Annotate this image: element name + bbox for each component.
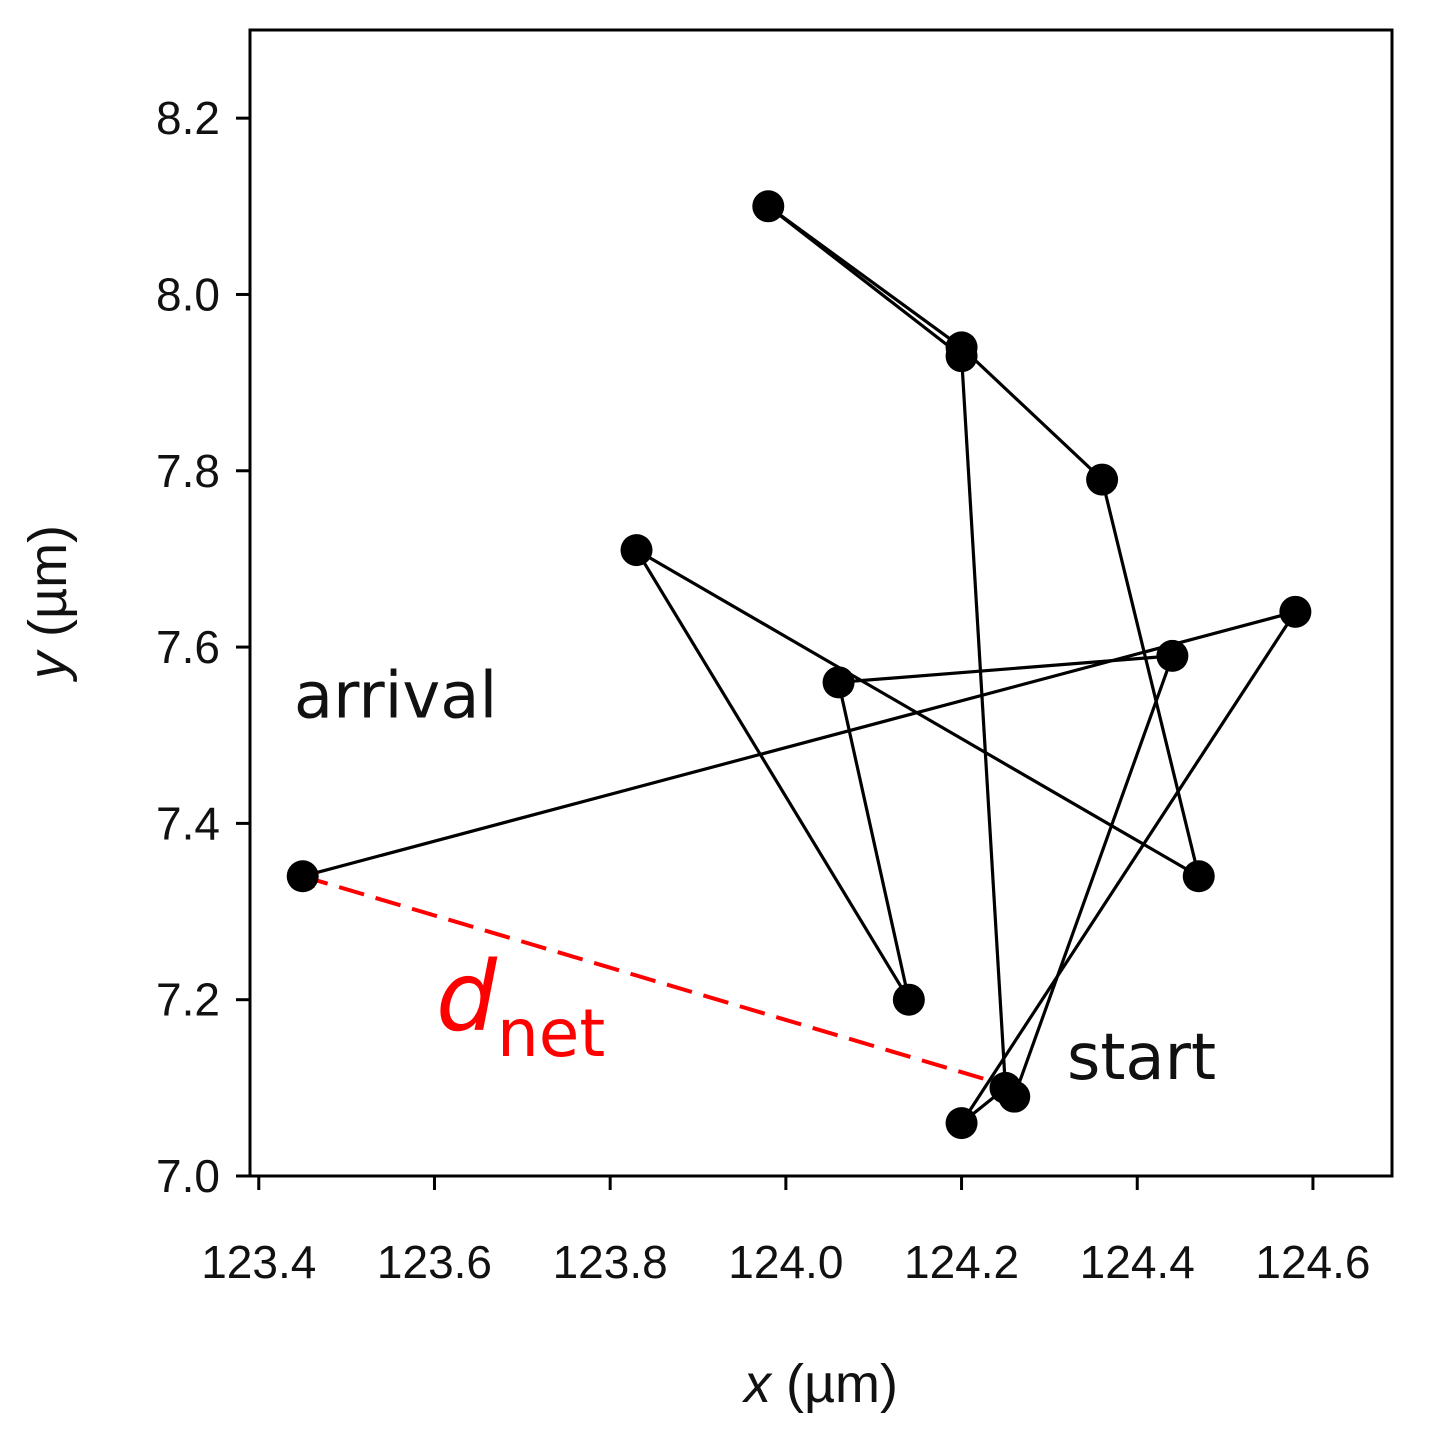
y-axis-ticks: 7.0 7.2 7.4 7.6 7.8 8.0 8.2	[156, 92, 250, 1202]
trajectory-point	[1086, 463, 1119, 496]
trajectory-lines	[302, 205, 1297, 1125]
x-axis-variable: x	[741, 1354, 773, 1414]
x-tick-label: 124.6	[1255, 1236, 1370, 1288]
x-tick-label: 123.8	[553, 1236, 668, 1288]
trajectory-segment	[302, 610, 1296, 878]
trajectory-points	[286, 190, 1312, 1140]
y-axis-label: y (µm)	[18, 525, 78, 683]
x-axis-unit: (µm)	[771, 1354, 898, 1414]
trajectory-segment	[960, 346, 1104, 481]
x-axis-ticks: 123.4 123.6 123.8 124.0 124.2 124.4 124.6	[201, 1176, 1371, 1288]
trajectory-point	[822, 666, 855, 699]
trajectory-point	[989, 1071, 1022, 1104]
net-distance-label: dnet	[436, 941, 605, 1072]
trajectory-point	[1182, 860, 1215, 893]
y-tick-label: 7.2	[156, 974, 220, 1026]
y-tick-label: 8.2	[156, 92, 220, 144]
net-distance-label-main: d	[436, 941, 498, 1053]
trajectory-segment	[767, 205, 963, 358]
trajectory-segment	[1100, 479, 1201, 877]
trajectory-segment	[838, 654, 1173, 684]
annotation-arrival: arrival	[294, 660, 497, 734]
annotation-layer: arrival start dnet	[294, 660, 1216, 1095]
plot-frame	[248, 28, 1394, 1178]
y-tick-label: 7.4	[156, 797, 220, 849]
trajectory-point	[1279, 595, 1312, 628]
y-axis-unit: (µm)	[18, 525, 78, 652]
x-tick-label: 124.0	[728, 1236, 843, 1288]
distance-arrow-layer	[303, 876, 1015, 1088]
trajectory-point	[752, 190, 785, 223]
y-tick-label: 7.0	[156, 1150, 220, 1202]
x-tick-label: 124.2	[904, 1236, 1019, 1288]
annotation-start: start	[1067, 1021, 1216, 1095]
trajectory-point	[286, 860, 319, 893]
x-tick-label: 124.4	[1080, 1236, 1195, 1288]
x-tick-label: 123.6	[377, 1236, 492, 1288]
trajectory-point	[945, 340, 978, 373]
net-distance-label-sub: net	[497, 995, 605, 1072]
y-axis-variable: y	[18, 649, 78, 683]
y-tick-label: 7.6	[156, 621, 220, 673]
x-tick-label: 123.4	[201, 1236, 316, 1288]
trajectory-segment	[959, 356, 1008, 1088]
trajectory-segment	[1012, 655, 1174, 1098]
y-tick-label: 7.8	[156, 445, 220, 497]
x-axis-label: x (µm)	[741, 1354, 898, 1414]
trajectory-point	[945, 1107, 978, 1140]
trajectory-point	[620, 534, 653, 567]
trajectory-point	[1156, 639, 1189, 672]
trajectory-point	[892, 983, 925, 1016]
net-distance-arrow	[303, 876, 1015, 1088]
y-tick-label: 8.0	[156, 268, 220, 320]
